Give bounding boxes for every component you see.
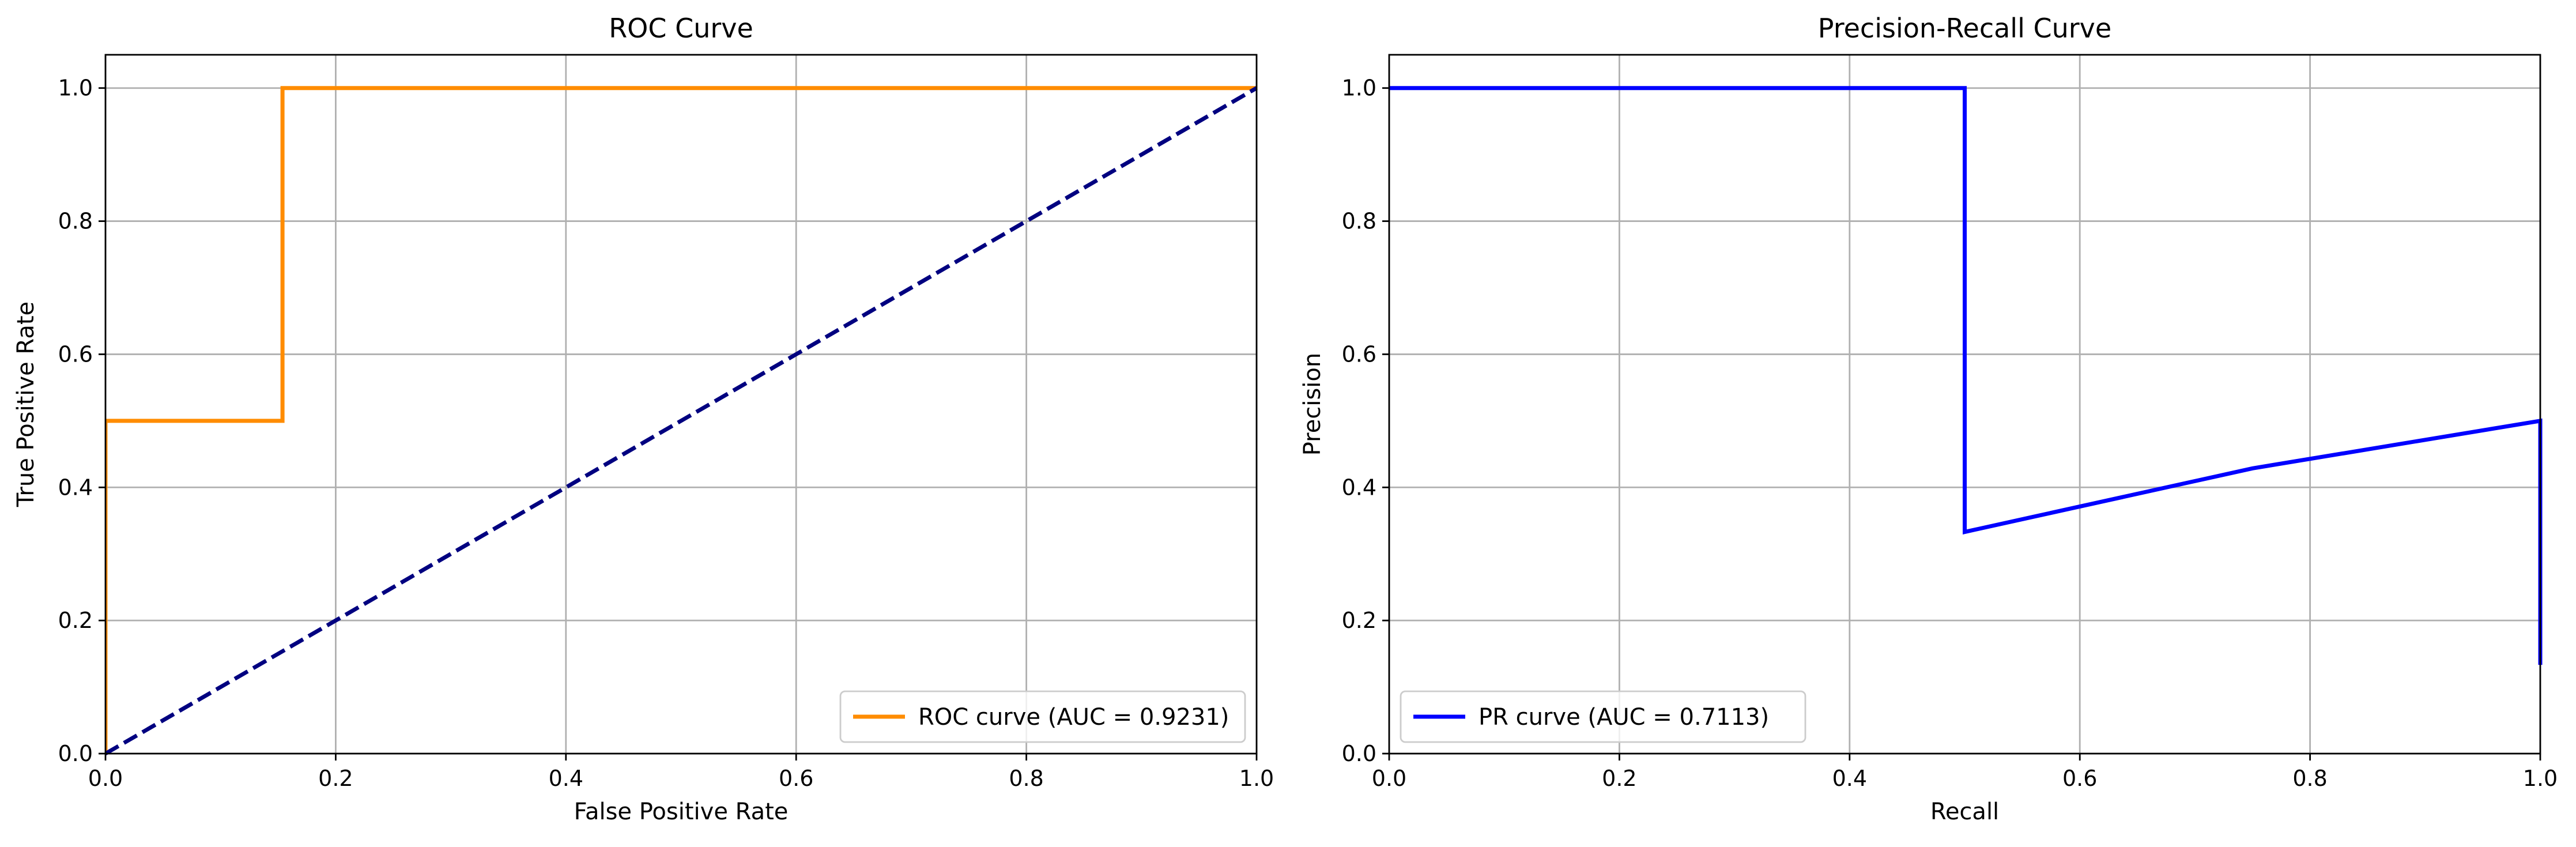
y-tick-label: 0.4 [58, 475, 93, 500]
x-tick-label: 0.4 [1832, 766, 1867, 791]
y-tick-label: 0.0 [1342, 741, 1376, 766]
x-axis-label: Recall [1930, 799, 1999, 825]
y-tick-label: 0.0 [58, 741, 93, 766]
series-group [105, 86, 1258, 756]
y-tick-label: 0.6 [1342, 341, 1376, 367]
y-tick-label: 0.8 [1342, 209, 1376, 234]
series-line-2 [105, 86, 1258, 756]
y-axis-label: True Positive Rate [13, 302, 39, 507]
plot-area [105, 55, 1257, 754]
x-tick-label: 0.0 [88, 766, 123, 791]
chart-title: ROC Curve [609, 13, 753, 44]
x-tick-label: 0.8 [2292, 766, 2327, 791]
x-tick-label: 0.2 [1602, 766, 1636, 791]
x-tick-label: 1.0 [2523, 766, 2558, 791]
x-tick-label: 0.8 [1009, 766, 1043, 791]
axes-frame [104, 54, 1258, 755]
legend-box [1400, 690, 1806, 743]
series-line-1 [105, 86, 1257, 754]
y-tick-label: 1.0 [1342, 76, 1376, 101]
x-tick-label: 0.6 [2062, 766, 2097, 791]
x-axis-label: False Positive Rate [574, 799, 789, 825]
x-tick-label: 0.0 [1372, 766, 1406, 791]
chart-title: Precision-Recall Curve [1818, 13, 2111, 44]
x-tick-label: 1.0 [1239, 766, 1274, 791]
legend: PR curve (AUC = 0.7113) [1400, 690, 1806, 743]
legend: ROC curve (AUC = 0.9231) [839, 690, 1246, 743]
axes-frame [1388, 54, 2541, 755]
y-tick-label: 0.4 [1342, 475, 1376, 500]
y-tick-label: 1.0 [58, 76, 93, 101]
legend-label: ROC curve (AUC = 0.9231) [918, 704, 1229, 731]
chart-panel-1: 0.0 0.2 0.4 0.6 0.8 1.0 0.0 0.2 0.4 0.6 0.8 1.0 ROC … [13, 13, 1274, 825]
y-tick-label: 0.2 [58, 608, 93, 633]
y-tick-label: 0.8 [58, 209, 93, 234]
legend-label: PR curve (AUC = 0.7113) [1479, 704, 1769, 731]
y-tick-label: 0.6 [58, 341, 93, 367]
x-tick-label: 0.2 [318, 766, 353, 791]
legend-box [839, 690, 1246, 743]
x-tick-label: 0.4 [549, 766, 583, 791]
x-tick-label: 0.6 [779, 766, 813, 791]
chart-panel-2: 0.0 0.2 0.4 0.6 0.8 1.0 0.0 0.2 0.4 0.6 0.8 1.0 Prec… [1299, 13, 2558, 825]
y-axis-label: Precision [1299, 353, 1326, 456]
y-tick-label: 0.2 [1342, 608, 1376, 633]
